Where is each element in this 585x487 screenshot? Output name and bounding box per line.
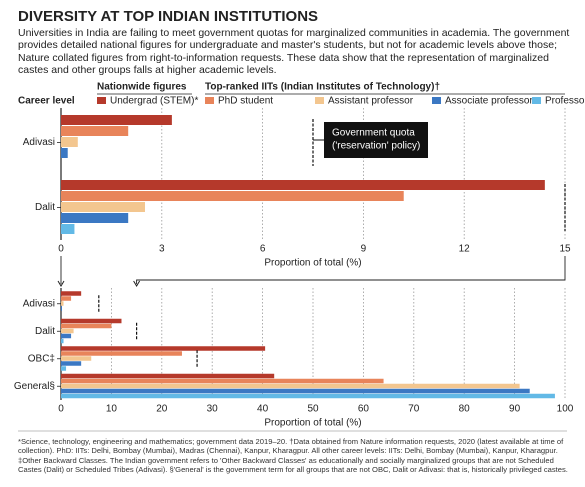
row-label: Career level xyxy=(18,96,75,107)
bar xyxy=(61,351,182,356)
category-label: Dalit xyxy=(35,202,55,213)
x-tick-label: 20 xyxy=(156,404,168,415)
title: DIVERSITY AT TOP INDIAN INSTITUTIONS xyxy=(18,8,318,25)
x-tick-label: 6 xyxy=(260,244,266,255)
bar xyxy=(61,115,172,125)
x-tick-label: 50 xyxy=(307,404,319,415)
annotation-box xyxy=(324,122,428,158)
annotation-text: ('reservation' policy) xyxy=(332,141,420,152)
x-tick-label: 0 xyxy=(58,404,64,415)
legend-label: Associate professor xyxy=(445,96,533,107)
x-tick-label: 12 xyxy=(459,244,471,255)
x-tick-label: 0 xyxy=(58,244,64,255)
bar xyxy=(61,148,68,158)
legend-label: Undergrad (STEM)* xyxy=(110,96,198,107)
bar xyxy=(61,291,82,296)
bar xyxy=(61,346,266,351)
bar xyxy=(61,378,384,384)
legend-swatch xyxy=(205,97,214,104)
legend-label: Professor xyxy=(545,96,585,107)
bar xyxy=(61,126,129,136)
bar xyxy=(61,338,64,344)
connector-arrow xyxy=(57,280,65,287)
connector xyxy=(136,256,566,284)
legend-label: PhD student xyxy=(218,96,273,107)
category-label: OBC‡ xyxy=(28,353,55,364)
bar xyxy=(61,301,64,306)
bar xyxy=(61,328,74,334)
x-axis-label: Proportion of total (%) xyxy=(264,258,361,269)
legend-swatch xyxy=(315,97,324,104)
x-tick-label: 90 xyxy=(509,404,521,415)
x-tick-label: 70 xyxy=(408,404,420,415)
legend-label: Assistant professor xyxy=(328,96,414,107)
bar xyxy=(61,388,530,394)
bar xyxy=(61,373,275,379)
category-label: Adivasi xyxy=(23,137,55,148)
bar xyxy=(61,224,75,234)
x-tick-label: 40 xyxy=(257,404,269,415)
bar xyxy=(61,383,520,389)
footnote: *Science, technology, engineering and ma… xyxy=(18,437,568,475)
bar xyxy=(61,202,145,212)
x-tick-label: 3 xyxy=(159,244,165,255)
bar xyxy=(61,356,92,361)
legend-group: Nationwide figures xyxy=(97,82,187,93)
bar xyxy=(61,137,78,147)
connector-arrow xyxy=(133,280,141,287)
category-label: Dalit xyxy=(35,326,55,337)
category-label: Adivasi xyxy=(23,298,55,309)
bar xyxy=(61,191,404,201)
description: Universities in India are failing to mee… xyxy=(18,27,570,76)
bar xyxy=(61,213,129,223)
x-axis-label: Proportion of total (%) xyxy=(264,418,361,429)
bar xyxy=(61,318,122,324)
x-tick-label: 60 xyxy=(358,404,370,415)
legend-group: Top-ranked IITs (Indian Institutes of Te… xyxy=(205,82,440,93)
x-tick-label: 15 xyxy=(559,244,571,255)
legend-swatch xyxy=(432,97,441,104)
x-tick-label: 30 xyxy=(207,404,219,415)
bar xyxy=(61,333,72,339)
legend-swatch xyxy=(97,97,106,104)
bar xyxy=(61,180,545,190)
x-tick-label: 10 xyxy=(106,404,118,415)
bar xyxy=(61,323,112,329)
legend-swatch xyxy=(532,97,541,104)
bar xyxy=(61,361,82,366)
bar xyxy=(61,393,555,399)
x-tick-label: 9 xyxy=(361,244,367,255)
bar xyxy=(61,296,72,301)
x-tick-label: 80 xyxy=(459,404,471,415)
annotation-text: Government quota xyxy=(332,128,415,139)
bar xyxy=(61,306,63,311)
category-label: General§ xyxy=(14,381,55,392)
x-tick-label: 100 xyxy=(557,404,574,415)
bar xyxy=(61,366,67,371)
